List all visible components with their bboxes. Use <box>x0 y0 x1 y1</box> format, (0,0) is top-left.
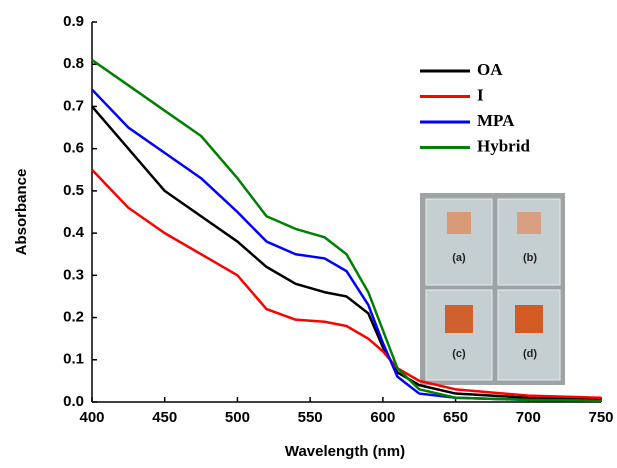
y-tick-label: 0.0 <box>63 393 84 410</box>
spectrum-line <box>91 88 602 402</box>
film-sample <box>515 305 543 333</box>
inset-label: (d) <box>523 348 537 360</box>
film-sample <box>445 305 473 333</box>
inset-label: (a) <box>452 252 466 264</box>
inset-label: (b) <box>523 252 537 264</box>
x-tick-label: 750 <box>588 409 613 426</box>
inset-label: (c) <box>452 348 466 360</box>
spectrum-line <box>91 168 602 400</box>
y-tick-label: 0.3 <box>63 266 84 283</box>
x-tick-label: 600 <box>370 409 395 426</box>
inset-photo <box>420 193 565 385</box>
y-tick-label: 0.8 <box>63 55 84 72</box>
glass-slide <box>497 198 561 286</box>
x-axis-label: Wavelength (nm) <box>285 443 405 460</box>
legend-label: OA <box>477 60 503 79</box>
spectrum-line <box>91 105 602 402</box>
x-tick-label: 550 <box>298 409 323 426</box>
legend-label: I <box>477 85 484 104</box>
x-tick-label: 500 <box>225 409 250 426</box>
y-axis-label: Absorbance <box>13 169 30 256</box>
film-sample <box>447 212 471 234</box>
spectrum-line <box>91 58 602 402</box>
x-tick-label: 650 <box>443 409 468 426</box>
y-tick-label: 0.4 <box>63 224 85 241</box>
y-tick-label: 0.9 <box>63 13 84 30</box>
x-tick-label: 450 <box>152 409 177 426</box>
legend-label: MPA <box>477 111 515 130</box>
glass-slide <box>425 198 493 286</box>
film-sample <box>517 212 541 234</box>
x-tick-label: 400 <box>79 409 104 426</box>
glass-slide <box>497 289 561 381</box>
y-tick-label: 0.6 <box>63 140 84 157</box>
y-tick-label: 0.1 <box>63 351 84 368</box>
glass-slide <box>425 289 493 381</box>
y-tick-label: 0.5 <box>63 182 84 199</box>
legend-label: Hybrid <box>477 136 530 155</box>
y-tick-label: 0.2 <box>63 309 84 326</box>
y-tick-label: 0.7 <box>63 97 84 114</box>
x-tick-label: 700 <box>516 409 541 426</box>
